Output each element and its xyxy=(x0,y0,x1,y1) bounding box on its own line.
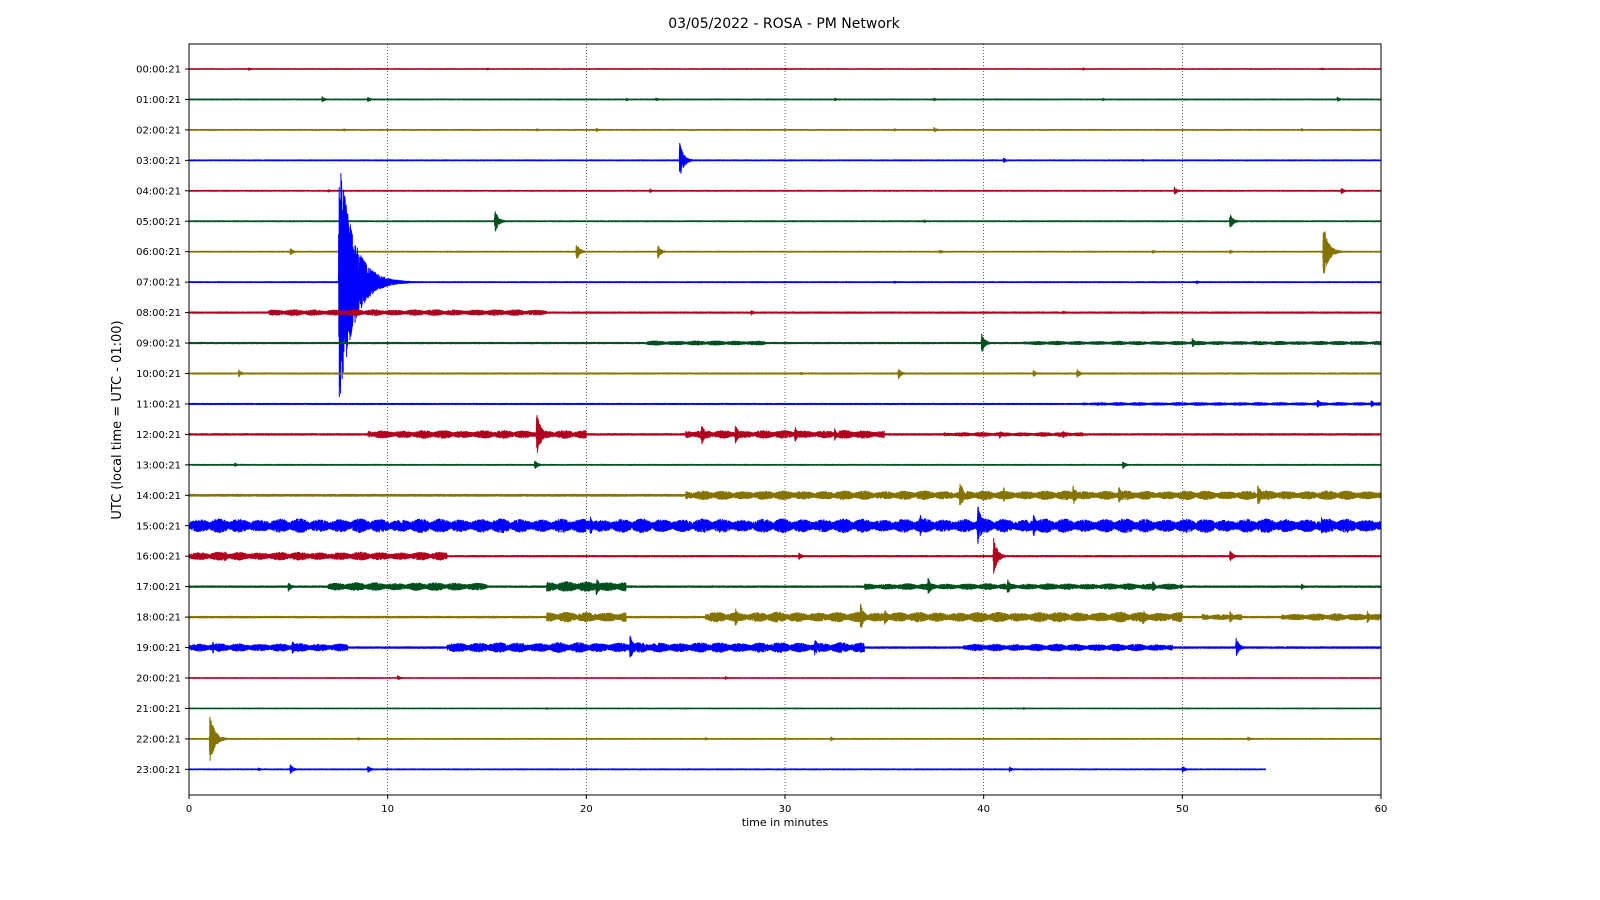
x-tick-label-10: 10 xyxy=(381,804,394,815)
y-tick-label: 12:00:21 xyxy=(136,430,181,441)
y-axis-ticks: 00:00:21 01:00:21 02:00:21 03:00:21 04:00:21… xyxy=(136,65,189,776)
chart-title: 03/05/2022 - ROSA - PM Network xyxy=(668,16,900,32)
y-tick-label: 04:00:21 xyxy=(136,186,181,197)
trace-line xyxy=(189,68,1381,70)
trace-line xyxy=(189,484,1381,504)
y-tick-label: 07:00:21 xyxy=(136,278,181,289)
x-tick-label-0: 0 xyxy=(186,804,192,815)
y-tick-label: 06:00:21 xyxy=(136,247,181,258)
y-tick-label: 22:00:21 xyxy=(136,734,181,745)
y-tick-label: 19:00:21 xyxy=(136,643,181,654)
y-tick-label: 02:00:21 xyxy=(136,125,181,136)
y-tick-label: 20:00:21 xyxy=(136,674,181,685)
y-tick-label: 15:00:21 xyxy=(136,521,181,532)
trace-line xyxy=(189,708,1381,710)
trace-line xyxy=(189,676,1381,680)
y-tick-label: 16:00:21 xyxy=(136,552,181,563)
trace-line xyxy=(189,334,1381,352)
x-axis-label: time in minutes xyxy=(742,816,829,829)
trace-line xyxy=(189,212,1381,231)
y-tick-label: 13:00:21 xyxy=(136,460,181,471)
y-tick-label: 17:00:21 xyxy=(136,582,181,593)
y-tick-label: 14:00:21 xyxy=(136,491,181,502)
trace-line xyxy=(189,539,1381,574)
x-tick-label-60: 60 xyxy=(1375,804,1388,815)
x-axis-ticks: 0 10 20 30 40 50 60 xyxy=(186,795,1388,815)
y-tick-label: 10:00:21 xyxy=(136,369,181,380)
y-tick-label: 11:00:21 xyxy=(136,399,181,410)
y-axis-label: UTC (local time = UTC - 01:00) xyxy=(110,320,125,519)
x-tick-label-20: 20 xyxy=(580,804,593,815)
trace-line xyxy=(189,765,1266,773)
y-tick-label: 01:00:21 xyxy=(136,95,181,106)
x-tick-label-30: 30 xyxy=(779,804,792,815)
y-tick-label: 21:00:21 xyxy=(136,704,181,715)
y-tick-label: 00:00:21 xyxy=(136,65,181,76)
y-tick-label: 09:00:21 xyxy=(136,339,181,350)
y-tick-label: 18:00:21 xyxy=(136,613,181,624)
y-tick-label: 08:00:21 xyxy=(136,308,181,319)
grid-lines xyxy=(388,44,1183,795)
x-tick-label-40: 40 xyxy=(977,804,990,815)
y-tick-label: 23:00:21 xyxy=(136,765,181,776)
y-tick-label: 03:00:21 xyxy=(136,156,181,167)
x-tick-label-50: 50 xyxy=(1176,804,1189,815)
y-tick-label: 05:00:21 xyxy=(136,217,181,228)
trace-line xyxy=(189,717,1381,760)
